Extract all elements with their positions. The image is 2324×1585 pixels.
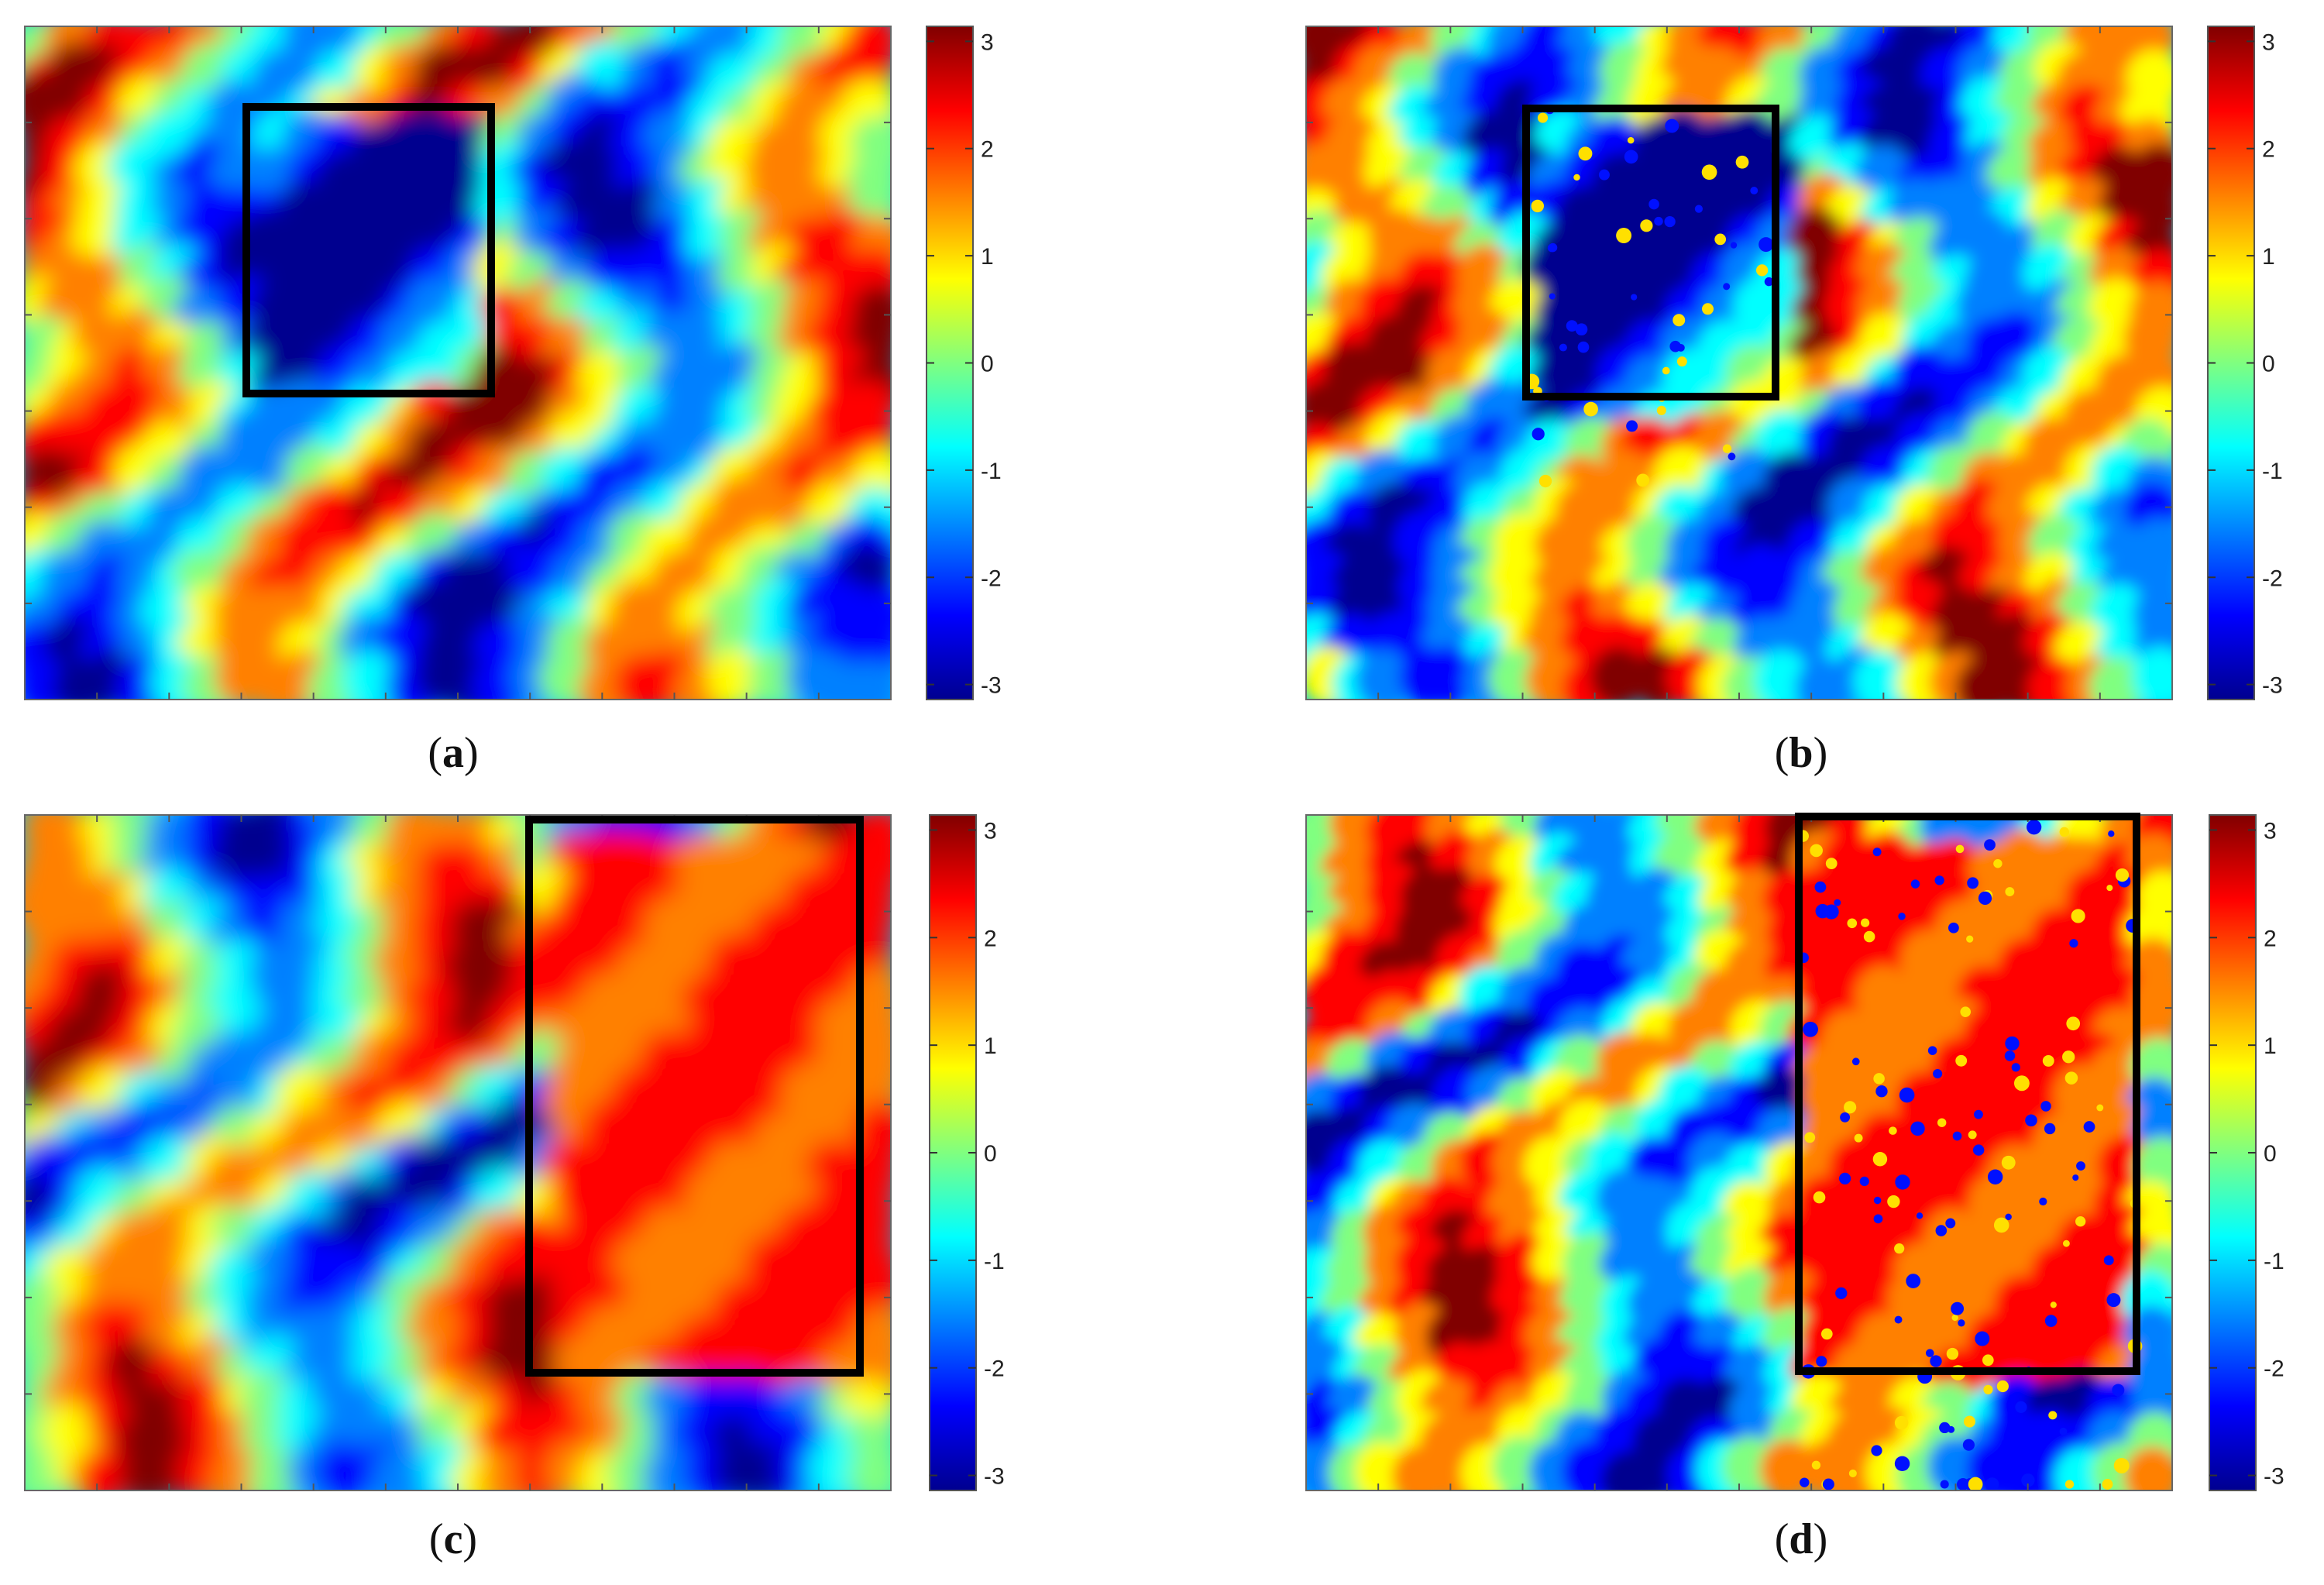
colorbar-tick-label: 0 — [2264, 1141, 2277, 1167]
panel-caption-a: (a) — [428, 728, 478, 778]
phase-map-d — [1306, 815, 2172, 1490]
colorbar-tick-label: -3 — [2262, 673, 2283, 699]
colorbar-d: 3 2 1 0 -1 -2 -3 — [2209, 814, 2284, 1491]
colorbar-tick-label: -1 — [2262, 459, 2283, 484]
colorbar-tick-label: 0 — [981, 352, 994, 377]
colorbar-tick-label: -1 — [2264, 1249, 2284, 1274]
panel-d: 3 2 1 0 -1 -2 -3 — [1305, 813, 2284, 1491]
phase-map-c — [25, 815, 891, 1490]
colorbar-tick-label: -1 — [984, 1249, 1005, 1274]
colorbar-tick-label: -2 — [984, 1356, 1005, 1382]
panel-a: 3 2 1 0 -1 -2 -3 — [24, 26, 1002, 700]
colorbar-tick-label: 3 — [2262, 29, 2275, 55]
caption-close: ) — [462, 1515, 478, 1563]
colorbar-tick-label: 2 — [2262, 137, 2275, 163]
colorbar-c: 3 2 1 0 -1 -2 -3 — [929, 814, 1005, 1491]
caption-open: ( — [428, 729, 442, 777]
caption-open: ( — [1774, 1515, 1789, 1563]
caption-open: ( — [428, 1515, 444, 1563]
caption-close: ) — [464, 729, 479, 777]
colorbar-tick-label: -3 — [984, 1464, 1005, 1490]
colorbar-tick-label: 3 — [2264, 818, 2277, 844]
panel-b: 3 2 1 0 -1 -2 -3 — [1305, 26, 2283, 700]
caption-label: a — [442, 729, 464, 777]
colorbar-tick-label: -3 — [981, 673, 1002, 699]
colorbar-tick-label: 3 — [984, 818, 997, 844]
colorbar-tick-label: 0 — [984, 1141, 997, 1167]
caption-open: ( — [1774, 729, 1789, 777]
colorbar-tick-label: -1 — [981, 459, 1002, 484]
colorbar-tick-label: 3 — [981, 29, 994, 55]
panel-caption-b: (b) — [1775, 728, 1827, 778]
colorbar-tick-label: -2 — [2262, 566, 2283, 591]
roi-box-a — [242, 103, 495, 397]
phase-map-a — [25, 26, 891, 700]
colorbar-a: 3 2 1 0 -1 -2 -3 — [926, 26, 1002, 700]
roi-box-b — [1522, 105, 1779, 401]
caption-close: ) — [1813, 729, 1828, 777]
colorbar-tick-label: 0 — [2262, 352, 2275, 377]
caption-close: ) — [1813, 1515, 1828, 1563]
panel-caption-c: (c) — [429, 1515, 477, 1564]
colorbar-tick-label: -2 — [2264, 1356, 2284, 1382]
colorbar-b: 3 2 1 0 -1 -2 -3 — [2207, 26, 2283, 700]
colorbar-tick-label: 1 — [2262, 244, 2275, 270]
colorbar-tick-label: 2 — [984, 926, 997, 951]
colorbar-tick-label: 2 — [981, 137, 994, 163]
panel-caption-d: (d) — [1775, 1515, 1827, 1564]
roi-box-c — [525, 816, 864, 1377]
colorbar-tick-label: 1 — [2264, 1033, 2277, 1059]
panel-c: 3 2 1 0 -1 -2 -3 — [24, 814, 1005, 1491]
colorbar-tick-label: 1 — [984, 1033, 997, 1059]
caption-label: d — [1789, 1515, 1813, 1563]
caption-label: b — [1789, 729, 1813, 777]
roi-box-d — [1795, 813, 2140, 1375]
colorbar-tick-label: 2 — [2264, 926, 2277, 951]
caption-label: c — [443, 1515, 463, 1563]
colorbar-tick-label: -2 — [981, 566, 1002, 591]
phase-map-b — [1306, 26, 2172, 700]
colorbar-tick-label: 1 — [981, 244, 994, 270]
colorbar-tick-label: -3 — [2264, 1464, 2284, 1490]
